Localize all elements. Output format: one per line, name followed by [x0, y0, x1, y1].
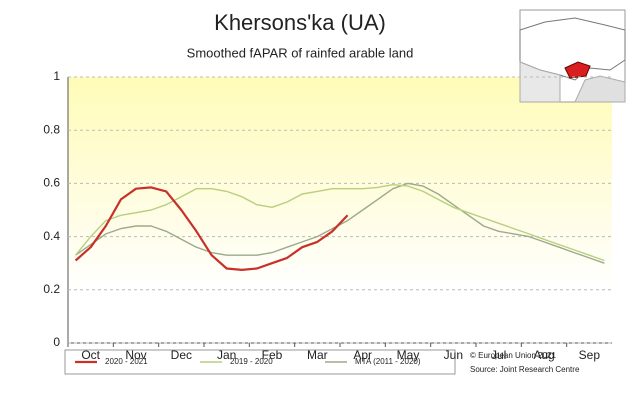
- legend-label: 2020 - 2021: [105, 357, 148, 366]
- x-tick-label: Sep: [579, 348, 601, 362]
- x-tick-label: Nov: [125, 348, 146, 362]
- inset-map: [519, 9, 626, 103]
- legend-label: MTA (2011 - 2020): [355, 357, 421, 366]
- y-tick-label: 0.4: [43, 229, 60, 243]
- x-tick-label: Jun: [444, 348, 463, 362]
- y-tick-label: 0.8: [43, 122, 60, 136]
- chart-title: Khersons'ka (UA): [214, 10, 386, 35]
- x-tick-label: Oct: [81, 348, 100, 362]
- plot-area: [68, 77, 612, 343]
- x-tick-label: May: [397, 348, 420, 362]
- copyright: © European Union 2021: [470, 351, 557, 360]
- x-tick-label: Jul: [491, 348, 506, 362]
- x-tick-label: Dec: [171, 348, 192, 362]
- series-line: [75, 184, 605, 262]
- x-tick-label: Mar: [307, 348, 328, 362]
- y-tick-label: 0: [53, 335, 60, 349]
- chart-subtitle: Smoothed fAPAR of rainfed arable land: [187, 45, 414, 60]
- series-line: [74, 186, 349, 271]
- x-tick-label: Apr: [353, 348, 372, 362]
- x-tick-label: Aug: [533, 348, 554, 362]
- y-tick-label: 0.2: [43, 282, 60, 296]
- legend-label: 2019 - 2020: [230, 357, 273, 366]
- legend-box: [64, 349, 456, 375]
- source: Source: Joint Research Centre: [470, 365, 580, 374]
- x-tick-label: Feb: [262, 348, 283, 362]
- y-tick-label: 0.6: [43, 176, 60, 190]
- y-tick-label: 1: [53, 69, 60, 83]
- x-tick-label: Jan: [217, 348, 236, 362]
